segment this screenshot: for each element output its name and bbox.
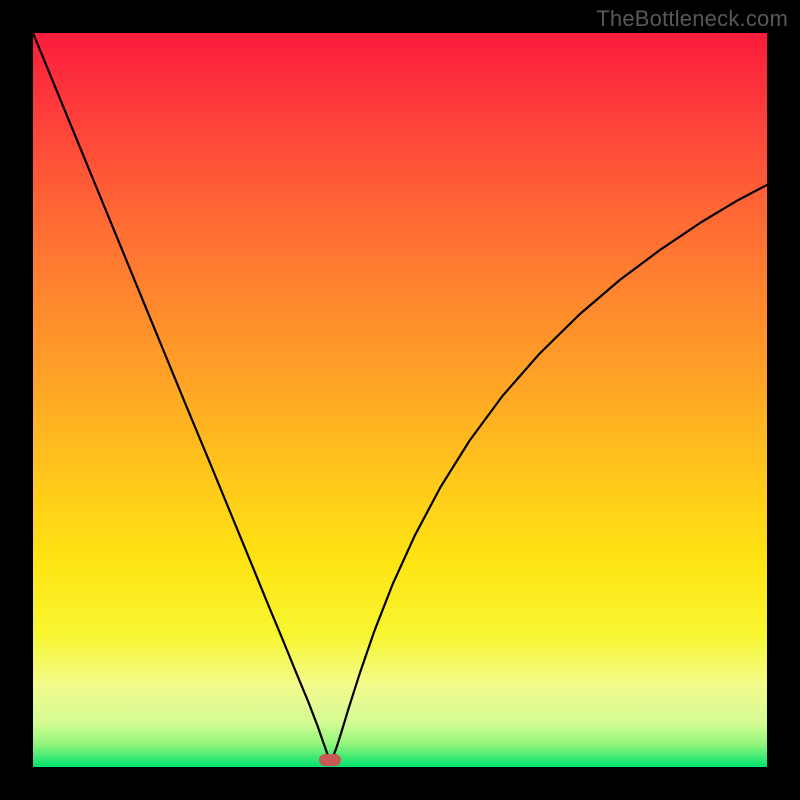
optimum-marker xyxy=(319,754,341,766)
watermark-text: TheBottleneck.com xyxy=(596,6,788,32)
chart-plot-area xyxy=(33,33,767,767)
bottleneck-curve xyxy=(33,33,767,767)
